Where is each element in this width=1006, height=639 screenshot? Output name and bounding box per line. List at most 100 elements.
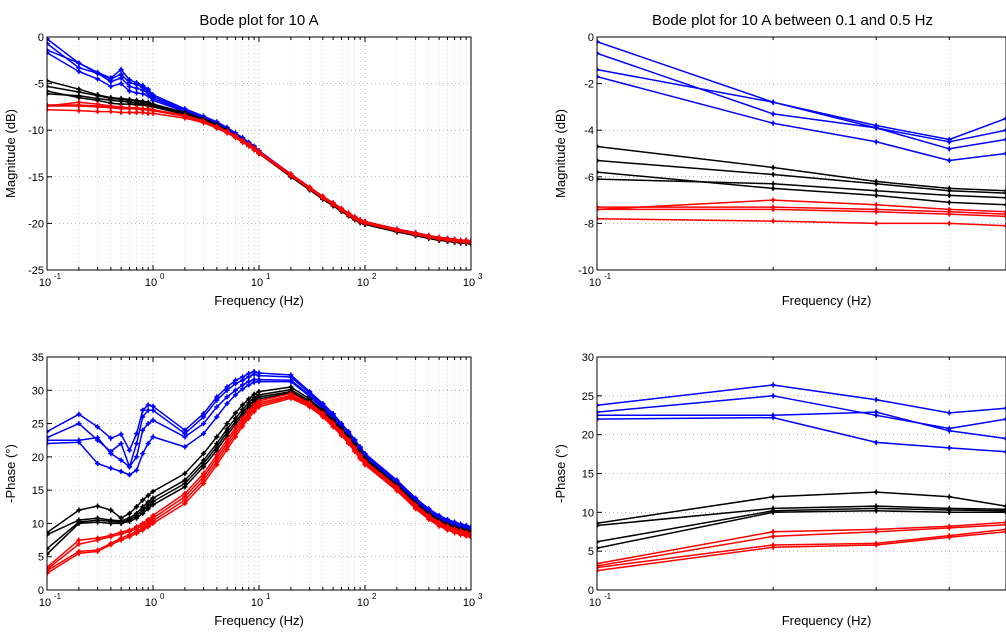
data-point-dot [151,109,155,113]
data-point-dot [109,80,113,84]
data-point-dot [257,374,261,378]
data-point-dot [252,380,256,384]
data-point [47,88,50,94]
data-point-dot [141,528,145,532]
data-point-dot [247,380,251,384]
data-point-dot [947,147,951,151]
data-point [1003,508,1006,514]
data-point-dot [252,407,256,411]
data-point-dot [874,530,878,534]
data-point-dot [225,430,229,434]
data-point-dot [437,237,441,241]
series-group [47,37,471,247]
data-point-dot [183,481,187,486]
data-point-dot [146,103,150,107]
data-point [597,412,600,418]
data-point [47,37,50,42]
data-point-dot [151,104,155,108]
data-point-dot [77,100,81,104]
data-point-dot [119,516,123,520]
data-point-dot [247,383,251,387]
data-point [1003,127,1006,133]
data-point-dot [464,534,468,538]
data-point-dot [947,189,951,193]
data-point-dot [353,449,357,454]
y-tick-label: -25 [28,265,44,277]
data-point-dot [134,110,139,115]
data-point-dot [134,441,139,446]
data-point-dot [225,427,229,431]
data-point-dot [289,174,293,178]
data-point [597,567,600,574]
data-point-dot [771,530,775,534]
data-point-dot [119,538,123,542]
data-point-dot [225,421,229,426]
data-point [597,563,600,569]
y-tick-label: 20 [32,452,44,464]
data-point [468,241,471,247]
data-point-dot [109,466,113,470]
data-point-dot [874,193,878,198]
x-tick-label: 10 [39,277,51,289]
data-point-dot [252,378,256,382]
data-point-dot [240,378,245,382]
y-tick-label: -10 [28,125,44,137]
data-point [597,67,600,73]
data-point-dot [95,538,100,542]
data-point-dot [874,221,878,225]
data-point [47,532,50,538]
data-point-dot [947,158,951,163]
data-point-dot [109,84,113,88]
data-point-dot [257,380,261,384]
x-axis-label: Frequency (Hz) [782,613,872,628]
data-point-dot [134,527,139,531]
data-point [468,532,471,538]
y-tick-label: -5 [34,79,44,91]
y-axis-label: Magnitude (dB) [553,109,568,198]
y-axis-label: Magnitude (dB) [3,109,18,198]
data-point-dot [771,186,775,191]
data-point-dot [252,370,256,374]
data-point-dot [452,531,457,535]
data-point [47,103,50,109]
data-point [47,78,50,84]
data-point-dot [215,463,219,467]
data-point-dot [77,90,81,94]
data-point-dot [127,78,132,82]
y-tick-label: 30 [582,352,594,364]
y-tick-label: -4 [584,125,594,137]
data-point-dot [215,441,219,446]
data-point-dot [141,408,145,412]
data-point-dot [874,509,878,513]
data-point-dot [215,395,219,399]
y-tick-label: 5 [38,552,44,564]
data-point-dot [874,182,878,186]
data-point-dot [151,521,155,526]
data-point-dot [233,393,238,397]
data-point-dot [141,102,145,106]
x-tick-label: 10 [251,277,263,289]
data-point [47,47,50,53]
data-point [597,539,600,545]
data-point-dot [201,431,206,436]
data-point [468,530,471,537]
data-point-dot [215,415,219,419]
data-point [597,204,600,210]
data-point-dot [119,532,123,536]
data-point-dot [247,416,251,420]
data-point-dot [141,92,145,96]
data-point-dot [119,458,123,462]
y-tick-label: 35 [32,352,44,364]
data-point-dot [331,203,335,207]
data-point [597,206,600,213]
data-point-dot [215,445,219,449]
data-point-dot [252,398,256,402]
data-point-dot [874,490,878,494]
data-point-dot [257,390,261,394]
data-point-dot [95,102,100,106]
data-point-dot [947,429,951,433]
x-tick-label: 10 [357,597,369,609]
chart-phase_full: 0510152025303510-1100101102103Frequency … [3,352,483,628]
data-point [1003,209,1006,215]
x-tick-exponent: 1 [266,272,271,281]
